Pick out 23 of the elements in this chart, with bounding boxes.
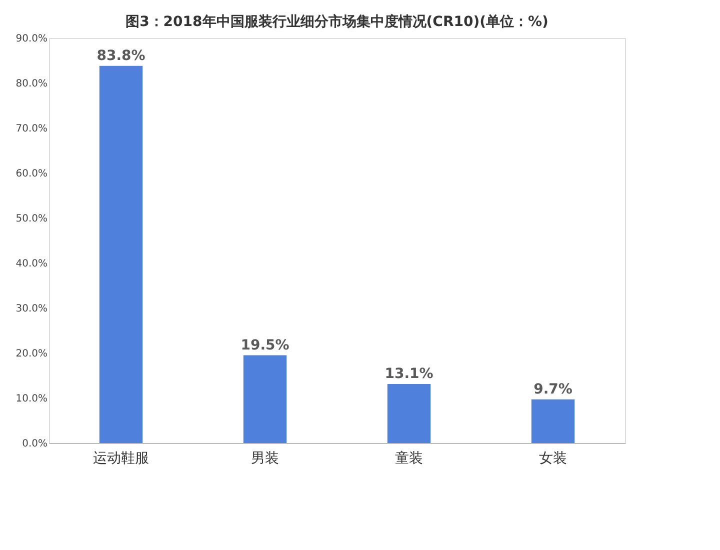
y-tick-label: 90.0% [16, 34, 48, 44]
bar [243, 355, 287, 443]
y-tick-label: 60.0% [16, 168, 48, 180]
x-tick-label: 女装 [539, 450, 567, 466]
bar [531, 399, 575, 443]
y-tick-label: 30.0% [16, 304, 48, 314]
data-label: 13.1% [384, 366, 434, 382]
y-tick-label: 80.0% [16, 78, 48, 90]
y-tick-label: 50.0% [16, 214, 48, 224]
data-label: 9.7% [534, 381, 572, 398]
y-tick-label: 20.0% [16, 348, 48, 360]
y-tick-label: 0.0% [22, 438, 48, 450]
y-tick-label: 40.0% [16, 258, 48, 270]
x-tick-label: 运动鞋服 [93, 450, 149, 466]
chart-title: 图3：2018年中国服装行业细分市场集中度情况(CR10)(单位：%) [126, 13, 548, 30]
y-tick-label: 10.0% [16, 394, 48, 404]
y-tick-label: 70.0% [16, 124, 48, 134]
x-tick-label: 男装 [251, 450, 279, 466]
data-label: 83.8% [96, 48, 146, 64]
bar [387, 384, 431, 443]
bar [99, 66, 143, 443]
x-tick-label: 童装 [395, 450, 423, 466]
data-label: 19.5% [240, 337, 290, 354]
